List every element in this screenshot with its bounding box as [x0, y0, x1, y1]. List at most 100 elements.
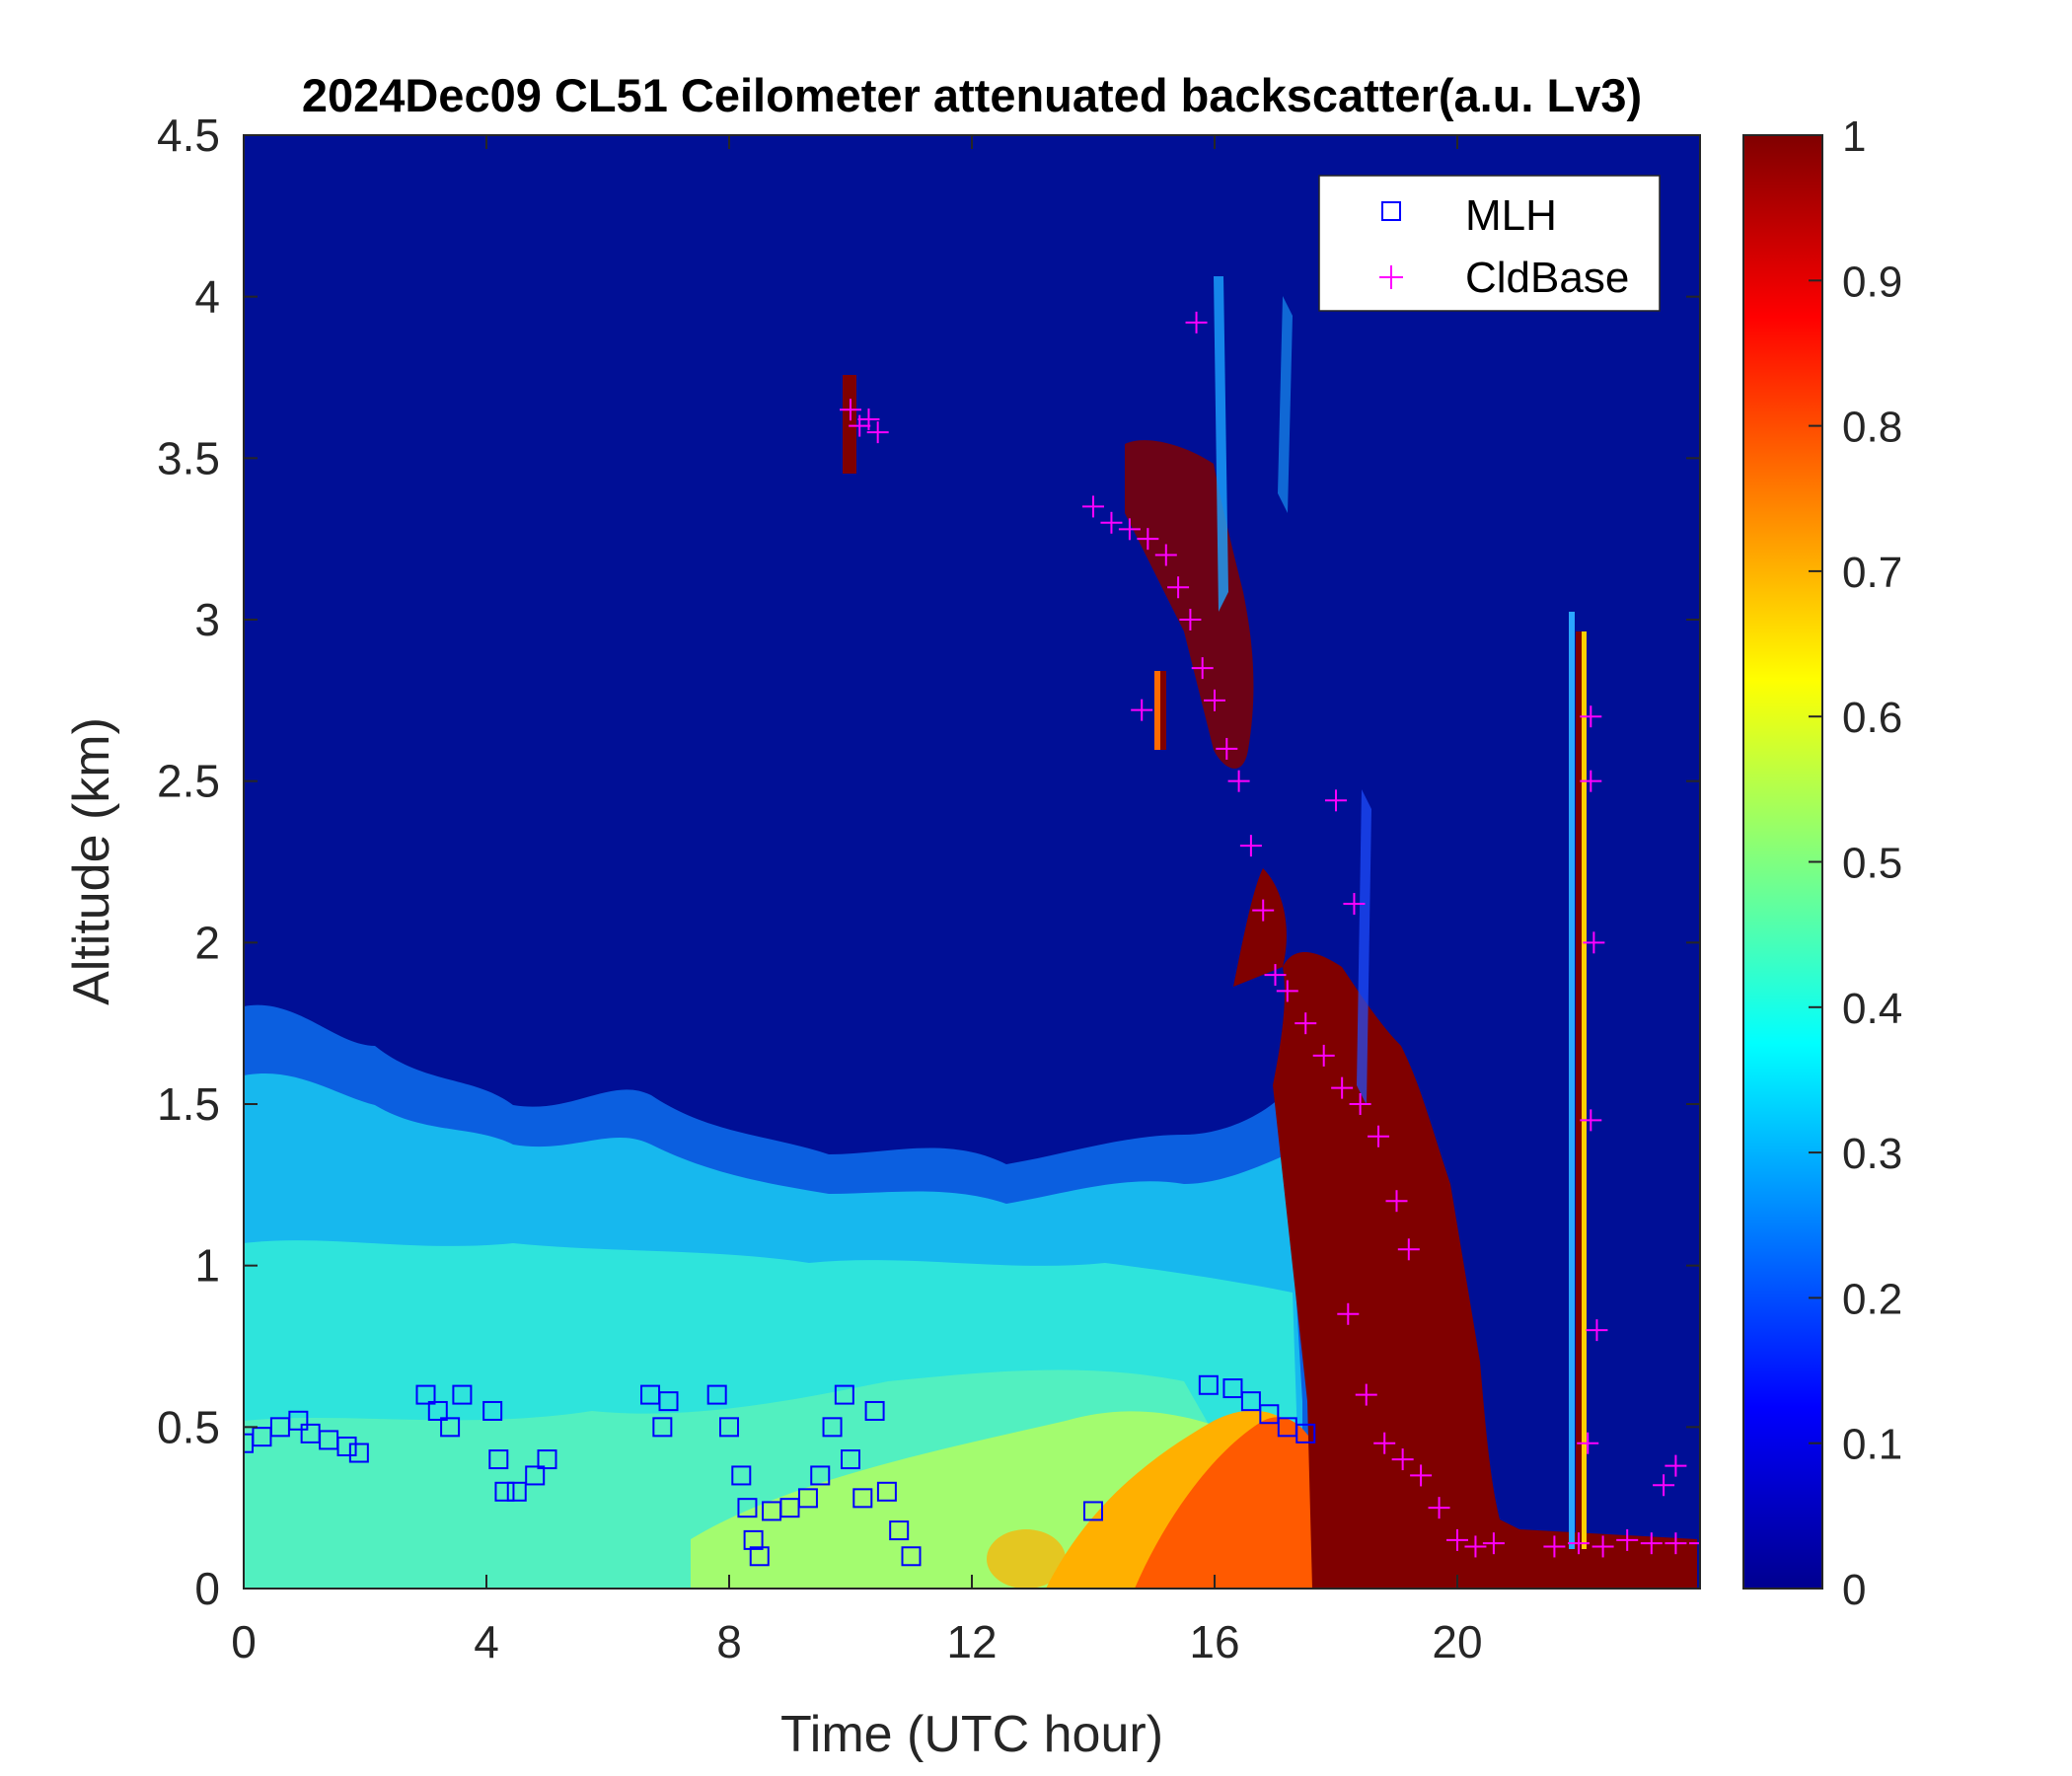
- cldbase-point: [1154, 544, 1177, 566]
- cldbase-point: [1665, 1454, 1687, 1477]
- x-axis-label: Time (UTC hour): [780, 1706, 1163, 1763]
- colorbar-tick-label: 0.9: [1842, 258, 1902, 306]
- cldbase-point: [1276, 980, 1298, 1002]
- x-tick-label: 20: [1432, 1616, 1482, 1667]
- mlh-point: [864, 1400, 885, 1421]
- mlh-point: [525, 1465, 546, 1486]
- mlh-point: [749, 1546, 770, 1567]
- mlh-point: [452, 1384, 473, 1405]
- mlh-point: [348, 1443, 369, 1463]
- cldbase-point: [1689, 1532, 1700, 1555]
- mlh-point: [737, 1498, 758, 1518]
- mlh-point: [537, 1449, 557, 1470]
- mlh-point: [288, 1410, 309, 1431]
- cldbase-point: [1640, 1532, 1663, 1555]
- legend: MLH CldBase: [1318, 175, 1661, 312]
- mlh-point: [488, 1449, 509, 1470]
- cldbase-point: [1179, 609, 1202, 630]
- mlh-point: [797, 1488, 818, 1509]
- x-tick-label: 4: [474, 1616, 499, 1667]
- legend-mlh-marker: [1381, 201, 1401, 221]
- colorbar-tick-label: 1: [1842, 112, 1866, 161]
- cldbase-point: [866, 421, 889, 444]
- y-axis-label: Altitude (km): [63, 717, 120, 1005]
- cldbase-point: [1373, 1432, 1396, 1454]
- y-tick-label: 0.5: [157, 1401, 220, 1452]
- cldbase-point: [1227, 770, 1250, 792]
- cldbase-point: [1100, 511, 1123, 534]
- mlh-point: [743, 1529, 764, 1550]
- legend-mlh-label: MLH: [1465, 191, 1557, 240]
- mlh-point: [1083, 1501, 1103, 1521]
- cldbase-point: [1252, 899, 1275, 922]
- cldbase-point: [1167, 576, 1190, 599]
- cldbase-point: [1591, 1535, 1614, 1558]
- cldbase-point: [1583, 931, 1605, 954]
- mlh-point: [1259, 1404, 1280, 1425]
- mlh-point: [731, 1465, 752, 1486]
- cldbase-point: [1543, 1535, 1566, 1558]
- mlh-point: [336, 1436, 357, 1456]
- colorbar-tick-label: 0.7: [1842, 549, 1902, 597]
- mlh-point: [415, 1384, 436, 1405]
- chart-title: 2024Dec09 CL51 Ceilometer attenuated bac…: [302, 69, 1642, 121]
- cldbase-point: [1118, 518, 1141, 541]
- mlh-point: [652, 1417, 673, 1438]
- colorbar-tick-label: 0.6: [1842, 694, 1902, 742]
- y-axis: 0 0.5 1 1.5 2 2.5 3 3.5 4 4.5: [157, 110, 1700, 1614]
- mlh-point: [706, 1384, 727, 1405]
- mlh-point: [1295, 1423, 1316, 1443]
- colorbar-tick-label: 0.1: [1842, 1421, 1902, 1469]
- cldbase-point: [1446, 1528, 1468, 1551]
- heatmap-field: [244, 135, 1700, 1589]
- cldbase-point: [840, 399, 861, 421]
- cldbase-point: [1312, 1044, 1335, 1067]
- x-axis: 0 4 8 12 16 20: [231, 135, 1483, 1667]
- cldbase-point: [1464, 1535, 1487, 1558]
- colorbar-tick-label: 0.3: [1842, 1130, 1902, 1178]
- mlh-point: [506, 1481, 527, 1502]
- mlh-point: [482, 1400, 503, 1421]
- colorbar-tick-label: 0.8: [1842, 404, 1902, 452]
- cldbase-point: [1331, 1076, 1354, 1099]
- cldbase-point: [1137, 528, 1159, 551]
- mlh-point: [810, 1465, 831, 1486]
- y-tick-label: 3: [194, 594, 220, 645]
- cldbase-point: [1580, 1109, 1602, 1132]
- legend-box: [1318, 175, 1661, 312]
- mlh-point: [440, 1417, 461, 1438]
- cldbase-point: [1410, 1464, 1433, 1487]
- legend-cldbase-marker: [1379, 265, 1403, 289]
- colorbar-tick-label: 0.5: [1842, 840, 1902, 888]
- mlh-point: [901, 1546, 922, 1567]
- cldbase-point: [1580, 705, 1602, 728]
- legend-cldbase-label: CldBase: [1465, 254, 1629, 302]
- x-tick-label: 16: [1189, 1616, 1239, 1667]
- colorbar-tick-label: 0: [1842, 1566, 1866, 1614]
- mlh-point: [1240, 1391, 1261, 1412]
- cldbase-point: [1191, 657, 1214, 680]
- cldbase-point: [1577, 1432, 1599, 1454]
- cldbase-point: [1264, 964, 1287, 987]
- y-tick-label: 1: [194, 1240, 220, 1292]
- cldbase-point: [1580, 770, 1602, 792]
- x-tick-label: 0: [231, 1616, 257, 1667]
- mlh-point: [852, 1488, 873, 1509]
- mlh-point: [494, 1481, 515, 1502]
- cldbase-point: [1185, 311, 1208, 333]
- mlh-point: [658, 1391, 679, 1412]
- cldbase-series: [840, 311, 1700, 1558]
- colorbar: 0 0.1 0.2 0.3 0.4 0.5 0.6 0.7 0.8 0.9 1: [1742, 112, 1902, 1614]
- y-tick-label: 1.5: [157, 1078, 220, 1130]
- mlh-point: [841, 1449, 860, 1470]
- cldbase-point: [1343, 893, 1366, 916]
- cldbase-point: [857, 408, 880, 431]
- cldbase-point: [1349, 1093, 1371, 1115]
- cldbase-point: [1616, 1528, 1639, 1551]
- cldbase-point: [1482, 1532, 1505, 1555]
- x-tick-label: 8: [716, 1616, 742, 1667]
- colorbar-ticks: 0 0.1 0.2 0.3 0.4 0.5 0.6 0.7 0.8 0.9 1: [1809, 112, 1902, 1614]
- mlh-point: [1222, 1378, 1243, 1399]
- colorbar-tick-label: 0.4: [1842, 985, 1902, 1033]
- cldbase-point: [1131, 699, 1153, 721]
